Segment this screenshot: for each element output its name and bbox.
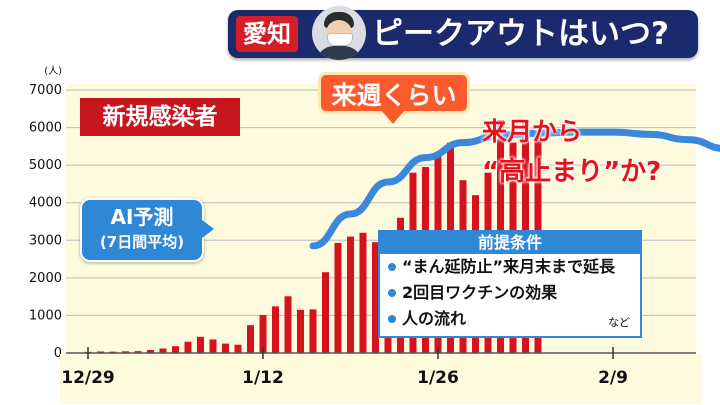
bar [272,306,279,353]
y-tick-label: 2000 [29,271,62,286]
bullet-icon [388,315,396,323]
ai-forecast-line [309,128,720,250]
bar [122,351,129,353]
bar [209,339,217,353]
condition-item-text: 2回目ワクチンの効果 [402,283,558,302]
condition-item: 2回目ワクチンの効果 [380,280,640,306]
y-tick-label: 3000 [29,233,62,248]
peak-callout: 来週くらい [318,72,470,114]
bar [197,336,204,353]
bar [297,309,304,353]
forecast-text-line1: 来月から [482,117,583,146]
y-tick-label: 4000 [29,196,62,211]
condition-item-text: 人の流れ [402,309,467,328]
page-title: ピークアウトはいつ? [372,16,669,52]
bar [309,309,317,353]
bar [134,351,142,353]
bar [147,349,154,353]
bar [159,348,167,353]
condition-item-text: “まん延防止”来月末まで延長 [402,257,616,276]
x-tick-label: 1/12 [242,368,284,388]
ai-forecast-label: AI予測 (7日間平均) [80,198,204,262]
bullet-icon [388,289,396,297]
y-unit-label: (人) [44,65,62,77]
bar [284,296,292,353]
x-tick-label: 12/29 [61,368,115,388]
y-tick-label: 1000 [29,308,62,323]
peak-callout-pointer [382,111,404,124]
y-tick-label: 6000 [29,121,62,136]
title-bar [228,10,698,58]
bar [259,315,267,353]
conditions-note: など [608,316,630,329]
bar [334,242,342,353]
forecast-text-line2: “高止まり”か? [482,157,662,187]
condition-item: “まん延防止”来月末まで延長 [380,254,640,280]
bar [322,272,329,353]
bar [222,343,229,353]
bullet-icon [388,263,396,271]
ai-forecast-subtitle: (7日間平均) [99,233,185,251]
conditions-panel: 前提条件 “まん延防止”来月末まで延長 2回目ワクチンの効果 人の流れ など [378,230,642,338]
x-axis-band [60,354,702,404]
conditions-heading: 前提条件 [380,232,640,254]
ai-forecast-pointer [202,220,214,238]
x-tick-label: 2/9 [598,368,628,388]
bar [247,325,254,353]
bar [184,341,192,353]
new-cases-label: 新規感染者 [80,98,240,136]
bar [234,344,242,353]
y-tick-label: 0 [54,346,62,361]
y-tick-label: 7000 [29,83,62,98]
condition-item: 人の流れ [380,306,640,332]
y-tick-label: 5000 [29,158,62,173]
bar [372,242,379,353]
prefecture-badge: 愛知 [236,16,298,52]
reporter-avatar [312,6,366,60]
x-tick-label: 1/26 [417,368,459,388]
bar [172,346,179,353]
bar [359,232,367,353]
ai-forecast-title: AI予測 [110,205,174,229]
bar [347,236,354,353]
bar [97,351,104,353]
